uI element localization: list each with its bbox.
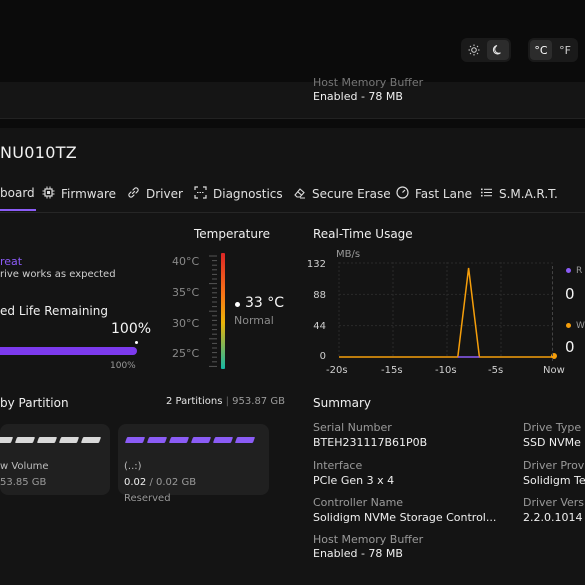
- partitions-total: 953.87 GB: [232, 396, 285, 407]
- controller-value: Solidigm NVMe Storage Control...: [313, 511, 497, 524]
- usage-title: Real-Time Usage: [313, 227, 413, 241]
- fahrenheit-button[interactable]: °F: [559, 43, 571, 57]
- usage-xtick-now: Now: [543, 365, 565, 376]
- usage-chart: [338, 262, 557, 359]
- driver-version-value: 2.2.0.1014: [523, 511, 583, 524]
- summary-title: Summary: [313, 396, 371, 410]
- tab-secure-erase[interactable]: Secure Erase: [293, 186, 391, 202]
- moon-icon[interactable]: [487, 40, 509, 60]
- temperature-title: Temperature: [194, 227, 271, 241]
- usage-ytick-0: 0: [319, 351, 326, 362]
- life-remaining-label: ed Life Remaining: [0, 304, 108, 318]
- prev-hmb-label: Host Memory Buffer: [313, 76, 424, 89]
- tab-diagnostics[interactable]: Diagnostics: [194, 186, 283, 202]
- gauge-icon: [396, 186, 409, 202]
- hmb-label: Host Memory Buffer: [313, 533, 424, 546]
- drive-title: NU010TZ: [0, 143, 78, 162]
- partitions-title: by Partition: [0, 396, 69, 410]
- life-remaining-percent: 100%: [111, 321, 152, 337]
- write-legend-dot: [566, 323, 571, 328]
- serial-value: BTEH231117B61P0B: [313, 436, 428, 449]
- temperature-value: 33 °C: [245, 295, 285, 311]
- partition-card[interactable]: (..:) 0.02 / 0.02 GB Reserved: [118, 424, 269, 504]
- scan-icon: [194, 186, 207, 202]
- partition-size: 53.85 GB: [0, 477, 47, 488]
- partition-usage: 0.02 / 0.02 GB: [124, 477, 197, 488]
- link-icon: [127, 186, 140, 202]
- read-legend-dot: [566, 268, 571, 273]
- health-status: reat: [0, 255, 23, 268]
- usage-ytick-132: 132: [306, 259, 326, 270]
- tab-firmware[interactable]: Firmware: [42, 186, 116, 202]
- usage-xtick-15: -15s: [381, 365, 403, 376]
- usage-xtick-10: -10s: [435, 365, 457, 376]
- eraser-icon: [293, 186, 306, 202]
- driver-version-label: Driver Versi: [523, 496, 585, 509]
- usage-unit: MB/s: [336, 249, 361, 260]
- tab-fast-lane[interactable]: Fast Lane: [396, 186, 472, 202]
- chip-icon: [42, 186, 55, 202]
- hmb-value: Enabled - 78 MB: [313, 547, 403, 560]
- partition-usage-bars: [0, 437, 102, 443]
- list-icon: [480, 186, 493, 202]
- temp-tick-30: 30°C: [172, 317, 200, 330]
- life-bar-fill: [0, 347, 137, 355]
- write-series-line: [339, 267, 555, 358]
- read-value: 0: [565, 285, 575, 303]
- temp-tick-35: 35°C: [172, 286, 200, 299]
- interface-label: Interface: [313, 459, 363, 472]
- interface-value: PCIe Gen 3 x 4: [313, 474, 395, 487]
- usage-legend-divider: [552, 266, 554, 361]
- partitions-count: 2 Partitions: [166, 396, 223, 407]
- serial-label: Serial Number: [313, 421, 392, 434]
- sun-icon[interactable]: [463, 40, 485, 60]
- prev-hmb-value: Enabled - 78 MB: [313, 90, 403, 103]
- temp-marker: [235, 302, 240, 307]
- partition-usage-bars: [124, 437, 256, 443]
- temp-tick-40: 40°C: [172, 255, 200, 268]
- tab-dashboard[interactable]: board: [0, 186, 35, 200]
- temp-tick-25: 25°C: [172, 347, 200, 360]
- partition-name: w Volume: [0, 461, 49, 472]
- temperature-state: Normal: [234, 314, 274, 327]
- write-value: 0: [565, 338, 575, 356]
- usage-ytick-44: 44: [313, 321, 326, 332]
- drive-type-value: SSD NVMe: [523, 436, 581, 449]
- temperature-gauge: [209, 253, 225, 369]
- driver-provider-value: Solidigm Te: [523, 474, 585, 487]
- usage-xtick-20: -20s: [326, 365, 348, 376]
- theme-toggle: [461, 38, 511, 62]
- drive-type-label: Drive Type: [523, 421, 582, 434]
- life-remaining-small: 100%: [110, 361, 136, 371]
- usage-xtick-5: -5s: [488, 365, 504, 376]
- unit-toggle: °C °F: [528, 38, 578, 62]
- partition-type: Reserved: [124, 493, 171, 504]
- tab-driver[interactable]: Driver: [127, 186, 183, 202]
- active-tab-indicator: [0, 209, 36, 211]
- write-legend-label: W: [576, 321, 585, 331]
- life-bar-marker: [135, 341, 138, 344]
- partition-card[interactable]: w Volume 53.85 GB: [0, 424, 110, 495]
- read-legend-label: R: [576, 266, 583, 276]
- controller-label: Controller Name: [313, 496, 404, 509]
- partition-name: (..:): [124, 461, 142, 472]
- tab-smart[interactable]: S.M.A.R.T.: [480, 186, 558, 202]
- health-description: rive works as expected: [0, 269, 116, 280]
- tab-bar: [0, 178, 585, 213]
- celsius-button[interactable]: °C: [530, 40, 552, 60]
- usage-ytick-88: 88: [313, 290, 326, 301]
- life-bar-track: [0, 347, 137, 355]
- previous-card: [0, 82, 585, 119]
- partitions-summary: 2 Partitions | 953.87 GB: [166, 396, 285, 407]
- driver-provider-label: Driver Provi: [523, 459, 585, 472]
